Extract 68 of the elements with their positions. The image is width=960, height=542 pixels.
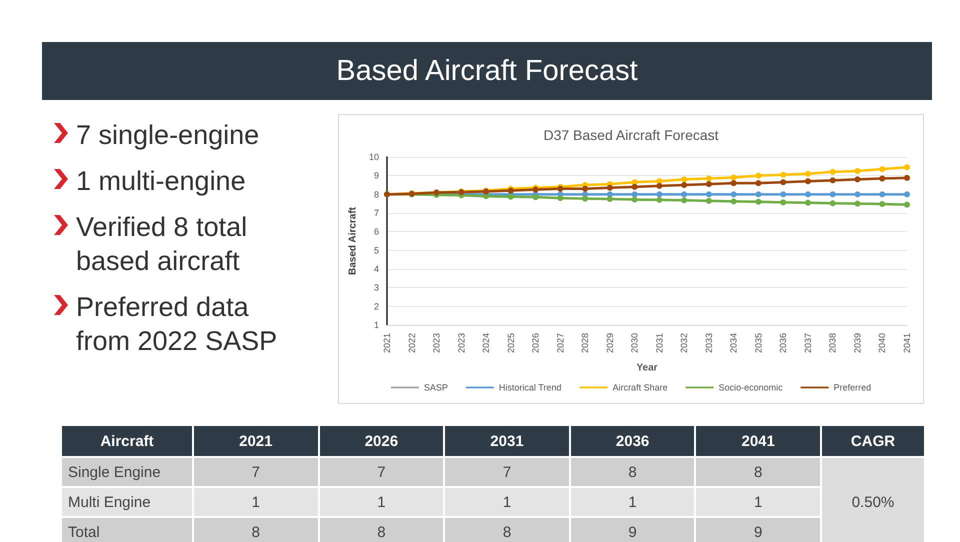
x-tick-label: 2027 [555,333,566,354]
x-tick-label: 2023 [432,333,442,354]
x-tick-label: 2025 [506,333,516,354]
data-label: 9 [570,517,696,542]
legend-label: Preferred [834,382,872,392]
data-label: 1 [695,487,821,517]
x-tick-label: 2039 [852,333,862,354]
legend-label: Historical Trend [498,382,562,392]
x-tick-label: 2031 [444,425,570,457]
y-tick-label: 10 [368,152,379,162]
y-tick-label: Multi Engine [61,487,193,517]
text: 0.50% [821,457,925,542]
text: 1 multi-engine [76,165,246,198]
x-tick-label: 2030 [630,333,640,354]
y-tick-label: 7 [374,208,379,218]
y-tick-label: 5 [374,245,379,256]
data-label: 8 [444,517,570,542]
data-label: 8 [570,457,696,487]
y-tick-label: 2 [374,301,379,312]
y-tick-label: Total [61,517,193,542]
data-label: 8 [193,517,319,542]
x-tick-label: 2028 [580,333,590,354]
data-label: 7 [444,457,570,487]
chart-title: D37 Based Aircraft Forecast [543,127,719,143]
x-tick-label: 2037 [802,333,813,354]
x-tick-label: 2033 [704,333,714,354]
data-label: 9 [695,517,821,542]
x-tick-label: 2041 [902,333,912,354]
y-tick-label: 9 [374,170,379,181]
x-tick-label: 2035 [753,333,764,354]
text: Aircraft [61,425,193,457]
data-label: 1 [570,487,696,517]
data-label: 1 [193,487,319,517]
data-label: 1 [444,487,570,517]
x-tick-label: 2038 [828,333,838,354]
x-tick-label: 2024 [481,333,492,354]
y-tick-label: 3 [374,282,379,293]
x-tick-label: 2021 [382,333,392,354]
text: CAGR [821,425,925,457]
x-tick-label: 2029 [604,333,615,354]
x-tick-label: 2023 [456,333,466,354]
y-axis-title: Based Aircraft [348,206,359,275]
x-tick-label: 2040 [877,333,888,354]
text: 7 single-engine [76,119,260,152]
x-tick-label: 2031 [654,333,664,354]
x-tick-label: 2021 [193,425,319,457]
text: Preferred data from 2022 SASP [76,291,278,358]
y-tick-label: 8 [374,189,379,200]
x-tick-label: 2034 [728,333,739,354]
y-tick-label: 1 [374,320,379,330]
x-tick-label: 2032 [679,333,690,354]
x-tick-label: 2036 [778,333,788,354]
y-tick-label: 6 [374,226,379,237]
x-tick-label: 2026 [530,333,541,354]
x-tick-label: 2026 [318,425,444,457]
text: Verified 8 total based aircraft [76,211,248,278]
y-tick-label: Single Engine [61,457,193,487]
x-tick-label: 2022 [406,333,417,354]
data-label: 8 [695,457,821,487]
x-tick-label: 2041 [695,425,821,457]
x-tick-label: 2036 [570,425,696,457]
text: Based Aircraft Forecast [42,42,932,100]
legend-label: Socio-economic [718,382,784,392]
legend-label: SASP [424,382,448,392]
x-axis-title: Year [636,362,658,374]
data-label: 7 [193,457,319,487]
legend-label: Aircraft Share [612,382,668,392]
y-tick-label: 4 [374,264,379,274]
